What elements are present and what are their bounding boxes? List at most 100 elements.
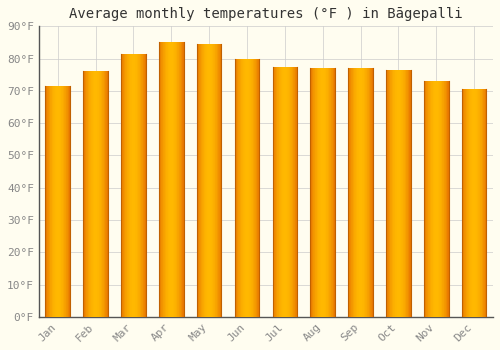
Bar: [101, 71, 102, 317]
Bar: [237, 58, 238, 317]
Bar: [131, 54, 132, 317]
Bar: [292, 66, 293, 317]
Bar: [426, 81, 427, 317]
Bar: [169, 42, 170, 317]
Bar: [289, 66, 290, 317]
Bar: [272, 66, 273, 317]
Bar: [123, 54, 124, 317]
Bar: [144, 54, 145, 317]
Bar: [159, 42, 160, 317]
Bar: [49, 86, 50, 317]
Bar: [183, 42, 184, 317]
Bar: [242, 58, 244, 317]
Bar: [134, 54, 136, 317]
Bar: [429, 81, 430, 317]
Bar: [245, 58, 246, 317]
Bar: [282, 66, 283, 317]
Bar: [247, 58, 248, 317]
Bar: [311, 68, 312, 317]
Bar: [130, 54, 131, 317]
Bar: [256, 58, 257, 317]
Bar: [481, 89, 482, 317]
Bar: [480, 89, 481, 317]
Bar: [241, 58, 242, 317]
Bar: [314, 68, 316, 317]
Bar: [220, 44, 221, 317]
Bar: [372, 68, 373, 317]
Bar: [283, 66, 284, 317]
Bar: [438, 81, 440, 317]
Bar: [103, 71, 104, 317]
Bar: [409, 70, 410, 317]
Bar: [65, 86, 66, 317]
Bar: [61, 86, 62, 317]
Bar: [399, 70, 400, 317]
Bar: [217, 44, 218, 317]
Bar: [294, 66, 296, 317]
Bar: [318, 68, 319, 317]
Bar: [64, 86, 65, 317]
Bar: [435, 81, 436, 317]
Bar: [469, 89, 470, 317]
Bar: [105, 71, 106, 317]
Bar: [437, 81, 438, 317]
Bar: [310, 68, 311, 317]
Bar: [234, 58, 236, 317]
Bar: [257, 58, 258, 317]
Bar: [164, 42, 165, 317]
Bar: [473, 89, 474, 317]
Bar: [352, 68, 353, 317]
Bar: [167, 42, 168, 317]
Bar: [210, 44, 211, 317]
Bar: [160, 42, 161, 317]
Bar: [57, 86, 58, 317]
Bar: [370, 68, 371, 317]
Bar: [172, 42, 173, 317]
Bar: [104, 71, 105, 317]
Bar: [89, 71, 90, 317]
Bar: [445, 81, 446, 317]
Bar: [182, 42, 183, 317]
Bar: [482, 89, 484, 317]
Bar: [484, 89, 485, 317]
Bar: [62, 86, 64, 317]
Bar: [133, 54, 134, 317]
Bar: [327, 68, 328, 317]
Bar: [240, 58, 241, 317]
Bar: [397, 70, 398, 317]
Bar: [180, 42, 181, 317]
Bar: [361, 68, 362, 317]
Bar: [236, 58, 237, 317]
Bar: [393, 70, 394, 317]
Bar: [250, 58, 252, 317]
Bar: [440, 81, 441, 317]
Bar: [444, 81, 445, 317]
Bar: [363, 68, 364, 317]
Bar: [402, 70, 404, 317]
Bar: [371, 68, 372, 317]
Bar: [356, 68, 357, 317]
Bar: [100, 71, 101, 317]
Bar: [216, 44, 217, 317]
Bar: [432, 81, 433, 317]
Bar: [66, 86, 67, 317]
Bar: [433, 81, 434, 317]
Bar: [92, 71, 93, 317]
Bar: [285, 66, 286, 317]
Bar: [321, 68, 322, 317]
Bar: [404, 70, 405, 317]
Bar: [48, 86, 49, 317]
Bar: [176, 42, 177, 317]
Bar: [140, 54, 141, 317]
Bar: [350, 68, 352, 317]
Bar: [274, 66, 275, 317]
Bar: [128, 54, 129, 317]
Bar: [468, 89, 469, 317]
Bar: [348, 68, 349, 317]
Bar: [284, 66, 285, 317]
Bar: [320, 68, 321, 317]
Bar: [145, 54, 146, 317]
Bar: [59, 86, 60, 317]
Bar: [85, 71, 86, 317]
Bar: [102, 71, 103, 317]
